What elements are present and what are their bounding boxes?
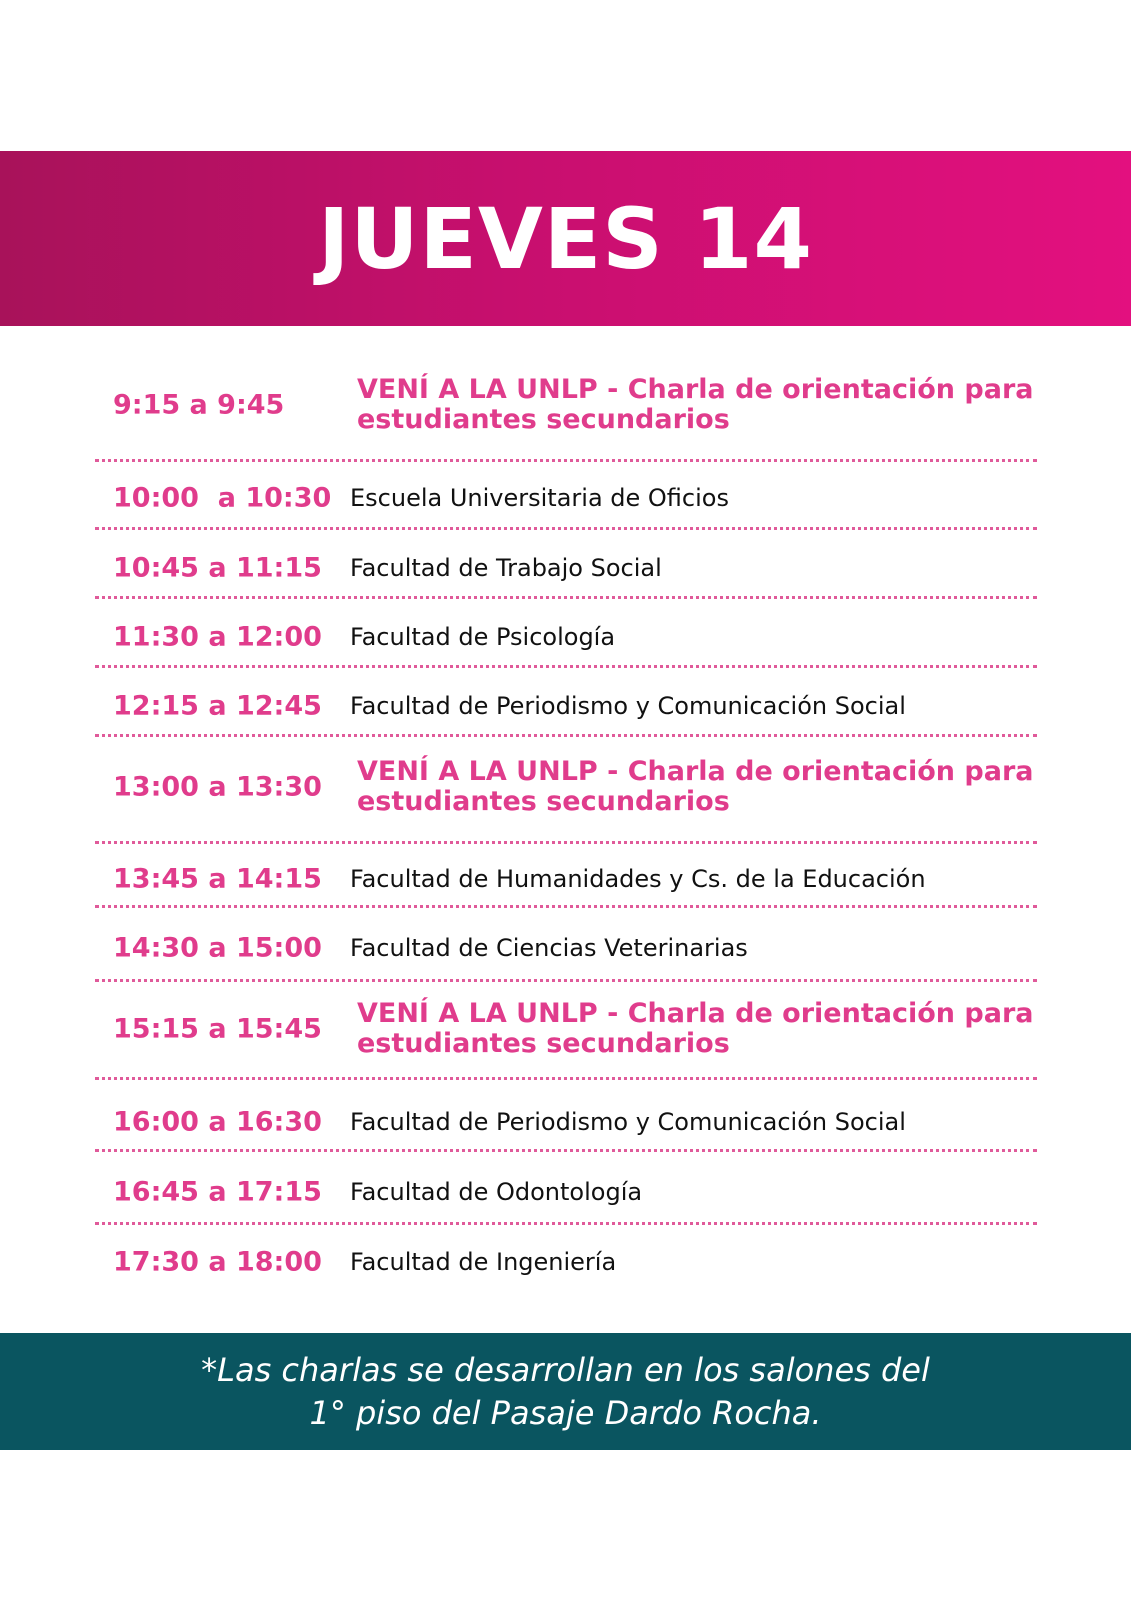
faculty-name: Facultad de Periodismo y Comunicación So… [350, 692, 906, 720]
description-line: VENÍ A LA UNLP - Charla de orientación p… [357, 374, 1034, 405]
description-line: Facultad de Psicología [350, 623, 616, 651]
dotted-divider [95, 905, 1037, 908]
time-slot: 13:45 a 14:15 [113, 863, 322, 895]
footer-line-1: *Las charlas se desarrollan en los salon… [201, 1350, 930, 1389]
time-slot: 10:00 a 10:30 [113, 482, 332, 514]
description-line: estudiantes secundarios [357, 404, 730, 435]
description-line: estudiantes secundarios [357, 786, 730, 817]
time-slot: 12:15 a 12:45 [113, 690, 322, 722]
footer-line-2: 1° piso del Pasaje Dardo Rocha. [309, 1393, 822, 1432]
description-line: Facultad de Periodismo y Comunicación So… [350, 1108, 906, 1136]
time-slot: 17:30 a 18:00 [113, 1246, 322, 1278]
footer-note: *Las charlas se desarrollan en los salon… [0, 1333, 1131, 1450]
day-title: JUEVES 14 [318, 189, 813, 288]
description-line: VENÍ A LA UNLP - Charla de orientación p… [357, 756, 1034, 787]
time-slot: 11:30 a 12:00 [113, 621, 322, 653]
dotted-divider [95, 734, 1037, 737]
dotted-divider [95, 1077, 1037, 1080]
time-slot: 9:15 a 9:45 [113, 389, 285, 421]
day-banner: JUEVES 14 [0, 151, 1131, 326]
description-line: estudiantes secundarios [357, 1028, 730, 1059]
orientation-talk: VENÍ A LA UNLP - Charla de orientación p… [357, 999, 1033, 1059]
time-slot: 10:45 a 11:15 [113, 552, 322, 584]
orientation-talk: VENÍ A LA UNLP - Charla de orientación p… [357, 757, 1033, 817]
description-line: Facultad de Odontología [350, 1178, 643, 1206]
orientation-talk: VENÍ A LA UNLP - Charla de orientación p… [357, 375, 1033, 435]
dotted-divider [95, 527, 1037, 530]
description-line: Escuela Universitaria de Oficios [350, 484, 729, 512]
faculty-name: Facultad de Ciencias Veterinarias [350, 934, 748, 962]
faculty-name: Facultad de Trabajo Social [350, 554, 662, 582]
time-slot: 15:15 a 15:45 [113, 1013, 322, 1045]
dotted-divider [95, 596, 1037, 599]
description-line: Facultad de Ingeniería [350, 1248, 617, 1276]
dotted-divider [95, 459, 1037, 462]
faculty-name: Facultad de Periodismo y Comunicación So… [350, 1108, 906, 1136]
dotted-divider [95, 1149, 1037, 1152]
description-line: Facultad de Ciencias Veterinarias [350, 934, 748, 962]
faculty-name: Facultad de Psicología [350, 623, 615, 651]
description-line: VENÍ A LA UNLP - Charla de orientación p… [357, 998, 1034, 1029]
faculty-name: Facultad de Humanidades y Cs. de la Educ… [350, 865, 926, 893]
time-slot: 13:00 a 13:30 [113, 771, 322, 803]
dotted-divider [95, 979, 1037, 982]
dotted-divider [95, 665, 1037, 668]
time-slot: 16:45 a 17:15 [113, 1176, 322, 1208]
description-line: Facultad de Periodismo y Comunicación So… [350, 692, 906, 720]
faculty-name: Escuela Universitaria de Oficios [350, 484, 729, 512]
time-slot: 16:00 a 16:30 [113, 1106, 322, 1138]
description-line: Facultad de Humanidades y Cs. de la Educ… [350, 865, 926, 893]
time-slot: 14:30 a 15:00 [113, 932, 322, 964]
faculty-name: Facultad de Ingeniería [350, 1248, 616, 1276]
dotted-divider [95, 841, 1037, 844]
dotted-divider [95, 1222, 1037, 1225]
faculty-name: Facultad de Odontología [350, 1178, 642, 1206]
description-line: Facultad de Trabajo Social [350, 554, 662, 582]
